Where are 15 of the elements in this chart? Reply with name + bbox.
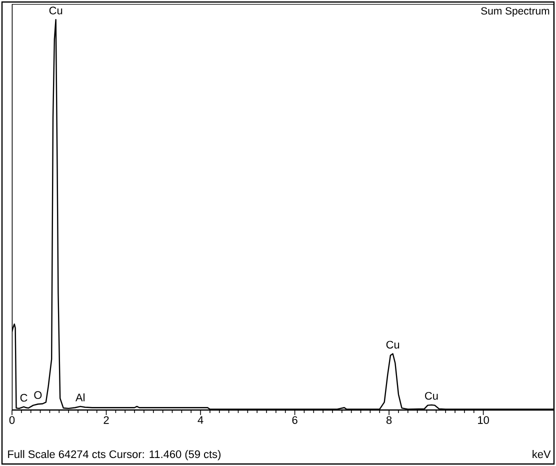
annotation: Cu (425, 392, 438, 400)
annotation: O (34, 391, 42, 399)
x-tick-label: 4 (198, 416, 204, 424)
x-tick-label: 8 (386, 416, 392, 424)
x-axis-title: keV (532, 450, 551, 458)
annotation: Cu (49, 6, 62, 14)
text: Sum Spectrum (481, 7, 550, 17)
x-tick-label: 10 (478, 416, 489, 424)
text: Full Scale 64274 cts Cursor: 11.460 (59 cts) (8, 450, 220, 460)
x-tick-label: 2 (104, 416, 109, 424)
annotation: Cu (386, 340, 400, 349)
x-tick-label: 0 (9, 416, 15, 424)
annotation: Al (75, 393, 84, 402)
x-tick-label: 6 (292, 416, 298, 424)
annotation: C (20, 394, 28, 402)
